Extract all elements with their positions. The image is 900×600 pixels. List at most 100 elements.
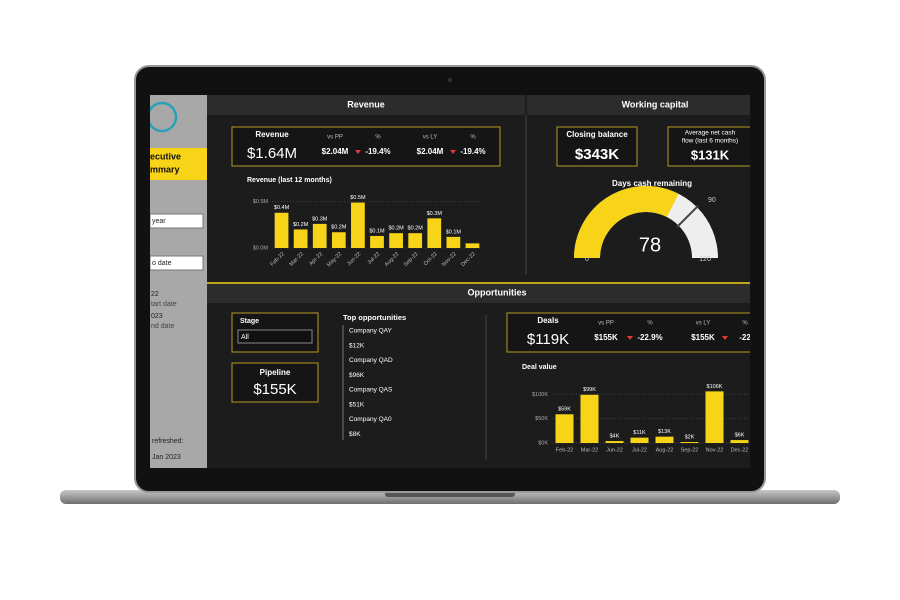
x-tick-label: Dec-22 bbox=[731, 447, 749, 453]
kpi-card bbox=[667, 126, 750, 167]
list-item: Company QAY bbox=[349, 328, 393, 335]
bar bbox=[680, 442, 699, 443]
bar bbox=[655, 436, 674, 443]
y-tick-label: $0.5M bbox=[253, 199, 269, 205]
list-item: Company QAD bbox=[349, 357, 393, 364]
kpi-value: $119K bbox=[527, 331, 569, 348]
kpi-compare: $2.04M bbox=[322, 147, 349, 156]
kpi-change: -19.4% bbox=[365, 147, 390, 156]
kpi-compare: $155K bbox=[594, 333, 618, 342]
kpi-value: $155K bbox=[253, 381, 296, 398]
x-tick-label: Feb-22 bbox=[556, 447, 573, 453]
kpi-card bbox=[556, 126, 638, 167]
x-tick-label: Jun-22 bbox=[606, 447, 623, 453]
list-title: Top opportunities bbox=[343, 313, 406, 322]
kpi-sub-label: % bbox=[647, 321, 653, 327]
bar bbox=[274, 212, 289, 248]
section-header: Opportunities bbox=[468, 287, 527, 297]
kpi-sub-label: % bbox=[375, 135, 381, 141]
kpi-label: Deals bbox=[537, 316, 559, 325]
value-label: $0.3M bbox=[312, 216, 328, 222]
x-tick-label: Jul-22 bbox=[632, 447, 647, 453]
kpi-value: $1.64M bbox=[247, 145, 297, 162]
x-tick-label: Aug-22 bbox=[656, 447, 674, 453]
kpi-label: flow (last 6 months) bbox=[682, 138, 738, 145]
list-item: Company QAS bbox=[349, 387, 393, 394]
bar bbox=[351, 202, 365, 248]
bar bbox=[312, 223, 327, 248]
dashboard: ecutive mmary year o date 22 tart date 023 nd d… bbox=[150, 95, 750, 468]
camera bbox=[448, 78, 452, 82]
down-arrow bbox=[450, 150, 456, 154]
section-header: Revenue bbox=[347, 99, 385, 109]
gauge-max: 120 bbox=[699, 256, 711, 263]
value-label: $0.5M bbox=[350, 195, 366, 201]
bar bbox=[730, 440, 749, 443]
value-label: $59K bbox=[558, 407, 571, 413]
kpi-value: $343K bbox=[575, 146, 619, 163]
list-value: $12K bbox=[349, 343, 365, 350]
value-label: $4K bbox=[610, 434, 620, 440]
value-label: $0.4M bbox=[274, 205, 290, 211]
value-label: $0.2M bbox=[388, 226, 404, 232]
chart-title: Deal value bbox=[522, 364, 557, 371]
y-tick-label: $50K bbox=[535, 416, 548, 422]
bar bbox=[555, 414, 574, 443]
kpi-value: $131K bbox=[691, 147, 730, 162]
sidebar-title-box bbox=[150, 148, 207, 180]
value-label: $106K bbox=[707, 384, 723, 390]
dropdown[interactable] bbox=[237, 329, 313, 344]
kpi-sub-label: vs LY bbox=[696, 321, 711, 327]
slicer-value: All bbox=[241, 334, 249, 341]
y-tick-label: $100K bbox=[532, 392, 548, 398]
header-bar bbox=[207, 95, 525, 115]
bar bbox=[446, 236, 461, 248]
bar bbox=[331, 232, 346, 248]
kpi-sub-label: vs PP bbox=[327, 135, 343, 141]
section-header: Working capital bbox=[622, 99, 689, 109]
value-label: $13K bbox=[658, 429, 671, 435]
kpi-label: Closing balance bbox=[566, 130, 628, 139]
kpi-change: -19.4% bbox=[460, 147, 485, 156]
date-text: 22 bbox=[151, 291, 159, 298]
sidebar-title: mmary bbox=[150, 164, 180, 174]
kpi-sub-label: % bbox=[470, 135, 476, 141]
gauge-fill bbox=[574, 186, 679, 258]
kpi-label: Revenue bbox=[255, 130, 289, 139]
value-label: $6K bbox=[735, 433, 745, 439]
header-bar bbox=[527, 95, 750, 115]
gauge-title: Days cash remaining bbox=[612, 179, 692, 188]
value-label: $0.2M bbox=[408, 226, 424, 232]
date-text: 023 bbox=[151, 313, 163, 320]
bar bbox=[605, 441, 624, 443]
filter-value: o date bbox=[152, 260, 172, 267]
date-text: tart date bbox=[151, 301, 177, 308]
bar bbox=[630, 437, 649, 443]
y-tick-label: $0.0M bbox=[253, 245, 269, 251]
kpi-label: Average net cash bbox=[685, 130, 736, 137]
kpi-compare: $2.04M bbox=[417, 147, 444, 156]
kpi-change: -22.9% bbox=[637, 333, 662, 342]
kpi-label: Pipeline bbox=[260, 368, 291, 377]
list-item: Company QA0 bbox=[349, 416, 392, 423]
value-label: $11K bbox=[633, 430, 646, 436]
kpi-card bbox=[231, 126, 501, 167]
bar bbox=[293, 229, 308, 248]
globe-icon bbox=[150, 101, 178, 133]
refresh-text: Jan 2023 bbox=[152, 454, 181, 461]
gauge-target bbox=[676, 204, 700, 228]
bar bbox=[389, 233, 403, 248]
down-arrow bbox=[722, 336, 728, 340]
down-arrow bbox=[627, 336, 633, 340]
value-label: $2K bbox=[685, 434, 695, 440]
list-value: $8K bbox=[349, 431, 361, 438]
header-bar bbox=[207, 284, 750, 303]
list-value: $51K bbox=[349, 402, 365, 409]
value-label: $0.2M bbox=[331, 225, 347, 231]
sidebar-title: ecutive bbox=[150, 151, 181, 161]
bar bbox=[580, 394, 599, 443]
bar bbox=[465, 243, 480, 248]
chart-title: Revenue (last 12 months) bbox=[247, 177, 332, 184]
kpi-sub-label: vs LY bbox=[423, 135, 438, 141]
